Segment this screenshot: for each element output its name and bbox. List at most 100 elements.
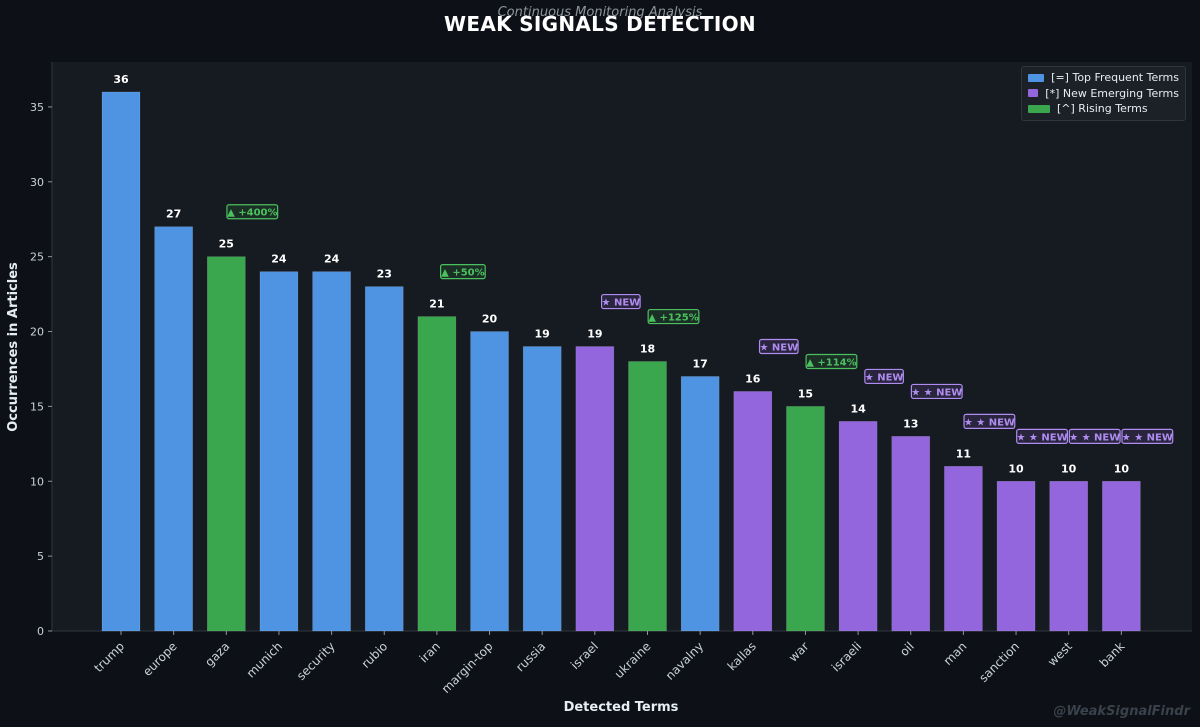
bar-ukraine xyxy=(628,361,667,632)
legend-item-new: [*] New Emerging Terms xyxy=(1028,86,1179,102)
bar-trump xyxy=(101,91,141,632)
x-tick-label: munich xyxy=(244,639,285,680)
y-tick-label: 10 xyxy=(30,475,44,488)
annotation-badge xyxy=(805,353,858,370)
x-tick-label: gaza xyxy=(202,639,232,669)
annotation-badge xyxy=(600,293,641,310)
data-label: 10 xyxy=(1008,462,1024,475)
data-label: 11 xyxy=(956,447,971,460)
bar-west xyxy=(1049,480,1088,632)
y-tick-label: 15 xyxy=(30,400,44,413)
bar-man xyxy=(944,465,983,632)
data-label: 10 xyxy=(1114,462,1130,475)
legend-swatch-rising xyxy=(1028,104,1050,113)
bar-israel xyxy=(575,346,615,632)
chart-subtitle: Continuous Monitoring Analysis xyxy=(497,5,703,20)
data-label: 36 xyxy=(113,73,129,86)
x-tick-label: margin-top xyxy=(439,639,496,696)
annotation-label: ★ NEW xyxy=(865,372,904,383)
annotation-badge xyxy=(1068,428,1121,444)
annotation-badge xyxy=(1121,428,1174,444)
annotation-label: ★ NEW xyxy=(759,343,798,354)
data-label: 24 xyxy=(271,253,287,266)
annotation-badge xyxy=(647,308,700,325)
bar-kallas xyxy=(733,391,773,632)
bar-europe xyxy=(154,226,193,632)
x-tick-label: iran xyxy=(417,639,443,665)
x-tick-label: kallas xyxy=(725,639,759,673)
data-label: 16 xyxy=(745,372,761,385)
bar-oil xyxy=(891,436,931,632)
bar-sanction xyxy=(996,480,1036,632)
data-label: 13 xyxy=(903,417,918,430)
annotation-label: ★ ★ NEW xyxy=(911,387,962,398)
data-label: 20 xyxy=(482,313,498,326)
x-tick-label: navalny xyxy=(663,639,706,682)
data-label: 19 xyxy=(535,328,550,341)
annotation-badge xyxy=(226,204,279,220)
data-label: 18 xyxy=(640,342,655,355)
data-label: 17 xyxy=(692,357,707,370)
y-tick-label: 35 xyxy=(30,101,44,114)
data-label: 14 xyxy=(850,402,866,415)
x-tick-label: israeli xyxy=(829,639,864,674)
annotation-badge xyxy=(440,264,486,280)
x-tick-label: sanction xyxy=(976,639,1022,685)
bar-israeli xyxy=(838,421,878,632)
annotation-label: ★ NEW xyxy=(602,298,641,309)
annotation-badge xyxy=(758,338,799,355)
legend-item-top: [=] Top Frequent Terms xyxy=(1028,70,1179,86)
chart-title: WEAK SIGNALS DETECTION xyxy=(444,12,756,36)
annotation-label: ★ ★ NEW xyxy=(1122,432,1173,443)
annotation-label: ★ ★ NEW xyxy=(1016,432,1067,443)
x-tick-label: ukraine xyxy=(612,639,654,681)
y-axis-label: Occurrences in Articles xyxy=(6,262,21,432)
bar-security xyxy=(312,271,351,632)
annotation-label: ★ ★ NEW xyxy=(964,417,1015,428)
x-tick-label: oil xyxy=(897,639,917,659)
x-tick-label: war xyxy=(786,639,812,665)
annotation-label: ▲ +114% xyxy=(806,357,856,368)
bar-russia xyxy=(522,346,562,632)
bar-bank xyxy=(1102,480,1141,632)
data-label: 19 xyxy=(587,328,602,341)
data-label: 25 xyxy=(219,238,234,251)
bar-navalny xyxy=(680,376,720,632)
x-tick-label: man xyxy=(941,639,970,668)
bar-rubio xyxy=(364,286,404,632)
annotation-badge xyxy=(963,413,1016,429)
bar-munich xyxy=(259,271,299,632)
data-label: 10 xyxy=(1061,462,1077,475)
x-tick-label: rubio xyxy=(359,639,391,671)
watermark: @WeakSignalFindr xyxy=(1053,704,1190,719)
annotation-badge xyxy=(1016,428,1069,444)
legend-swatch-new xyxy=(1028,89,1039,98)
data-label: 21 xyxy=(429,298,444,311)
y-tick-label: 25 xyxy=(30,251,44,264)
legend-item-rising: [^] Rising Terms xyxy=(1028,101,1179,117)
data-label: 24 xyxy=(324,253,340,266)
bar-margin-top xyxy=(470,331,509,632)
legend: [=] Top Frequent Terms [*] New Emerging … xyxy=(1021,66,1186,121)
annotation-label: ▲ +400% xyxy=(227,208,277,219)
data-label: 15 xyxy=(798,387,813,400)
y-tick-label: 0 xyxy=(37,625,44,638)
annotation-badge xyxy=(864,368,904,385)
x-tick-label: trump xyxy=(91,639,127,675)
annotation-label: ▲ +50% xyxy=(441,268,485,279)
legend-swatch-top xyxy=(1028,73,1045,82)
y-tick-label: 5 xyxy=(37,550,44,563)
x-tick-label: security xyxy=(294,639,338,683)
data-label: 23 xyxy=(377,268,392,281)
x-tick-label: europe xyxy=(140,639,180,679)
annotation-label: ★ ★ NEW xyxy=(1069,432,1120,443)
x-tick-label: bank xyxy=(1097,639,1128,670)
legend-label-top: [=] Top Frequent Terms xyxy=(1051,71,1179,85)
annotation-badge xyxy=(910,383,963,400)
y-tick-label: 20 xyxy=(30,326,44,339)
x-tick-label: west xyxy=(1045,639,1075,669)
legend-label-new: [*] New Emerging Terms xyxy=(1045,86,1179,100)
bar-gaza xyxy=(207,256,246,632)
x-tick-label: russia xyxy=(513,639,548,674)
